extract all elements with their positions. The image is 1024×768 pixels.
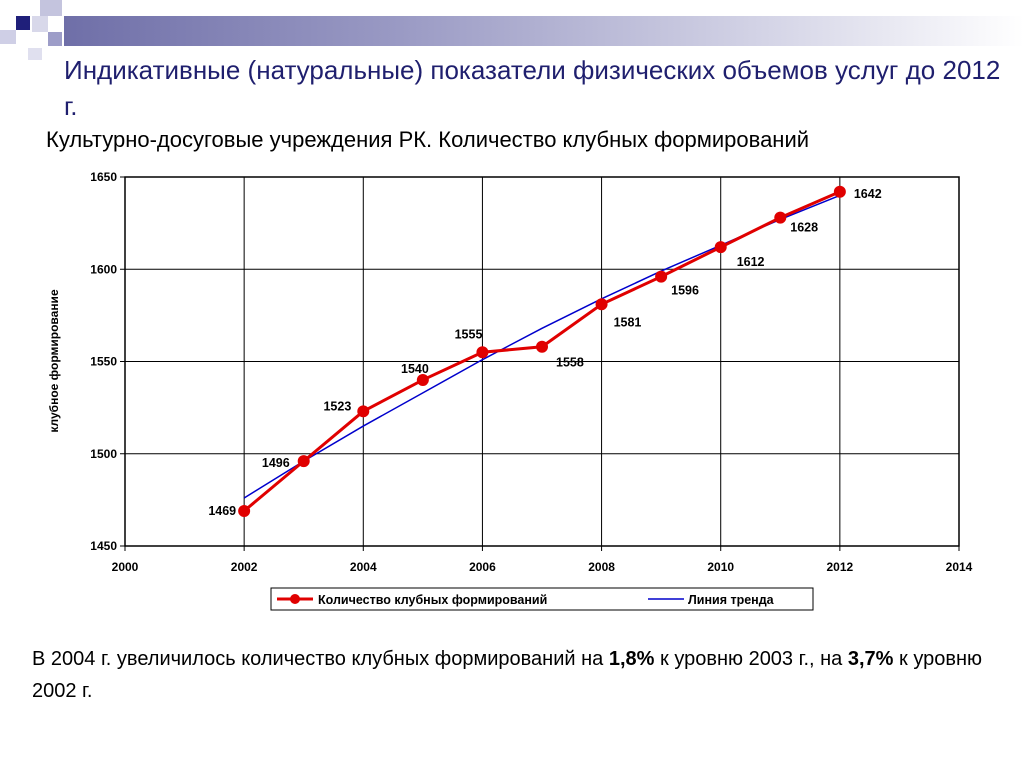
data-label: 1496 [262,456,290,470]
data-label: 1469 [208,504,236,518]
summary-bold-1: 1,8% [608,648,655,670]
data-label: 1540 [401,362,429,376]
legend-main-marker [290,594,300,604]
data-label: 1558 [556,356,584,370]
data-point [297,455,310,468]
x-tick-label: 2006 [469,560,496,574]
x-tick-label: 2004 [350,560,377,574]
chart-subtitle: Культурно-досуговые учреждения РК. Колич… [46,127,810,152]
data-label: 1523 [323,399,351,413]
decor-square-dark-1 [16,16,30,30]
data-point [238,504,251,517]
y-tick-label: 1650 [90,170,117,184]
data-point [416,373,429,386]
data-label: 1555 [455,327,483,341]
summary-part-2: к уровню 2003 г., на [654,648,848,670]
x-tick-label: 2012 [827,560,854,574]
decor-square-light-4 [28,48,42,60]
x-tick-label: 2014 [946,560,973,574]
data-label: 1628 [790,221,818,235]
data-point [714,241,727,254]
data-point [833,185,846,198]
decor-square-light-1 [40,0,62,16]
data-point [655,270,668,283]
header-decor-bar [64,16,1024,46]
legend: Количество клубных формирований Линия тр… [270,587,814,611]
x-tick-label: 2010 [707,560,734,574]
y-tick-label: 1550 [90,355,117,369]
data-point [476,346,489,359]
decor-square-light-3 [0,30,16,44]
y-tick-label: 1500 [90,447,117,461]
x-tick-label: 2000 [112,560,139,574]
data-point [774,211,787,224]
grid-lines [125,177,959,546]
summary-part-3: к уровню 2002 г. [32,648,983,702]
data-label: 1612 [737,255,765,269]
y-tick-label: 1450 [90,539,117,553]
data-point [536,340,548,353]
summary-bold-2: 3,7% [847,648,894,670]
slide-title: Индикативные (натуральные) показатели фи… [64,55,1001,121]
y-axis-ticks: 1450 1500 1550 1600 1650 [90,170,125,553]
data-label: 1596 [671,284,699,298]
legend-box [270,587,814,611]
data-label: 1581 [614,315,642,329]
decor-square-mid-1 [48,32,62,46]
x-tick-label: 2008 [588,560,615,574]
x-axis-ticks: 2000 2002 2004 2006 2008 2010 2012 2014 [112,546,973,574]
legend-trend-label: Линия тренда [688,593,775,607]
data-point [357,405,370,418]
x-tick-label: 2002 [231,560,258,574]
data-point [595,298,608,311]
y-tick-label: 1600 [90,262,117,276]
data-label: 1642 [854,187,882,201]
summary-part-1: В 2004 г. увеличилось количество клубных… [32,648,609,670]
legend-main-label: Количество клубных формирований [318,593,547,607]
summary-text: В 2004 г. увеличилось количество клубных… [32,643,992,707]
series-group: 1469 1496 1523 1540 1555 1558 1581 1596 1612 1628… [208,185,882,518]
y-axis-label: клубное формирование [47,289,61,433]
decor-square-light-2 [32,16,48,32]
